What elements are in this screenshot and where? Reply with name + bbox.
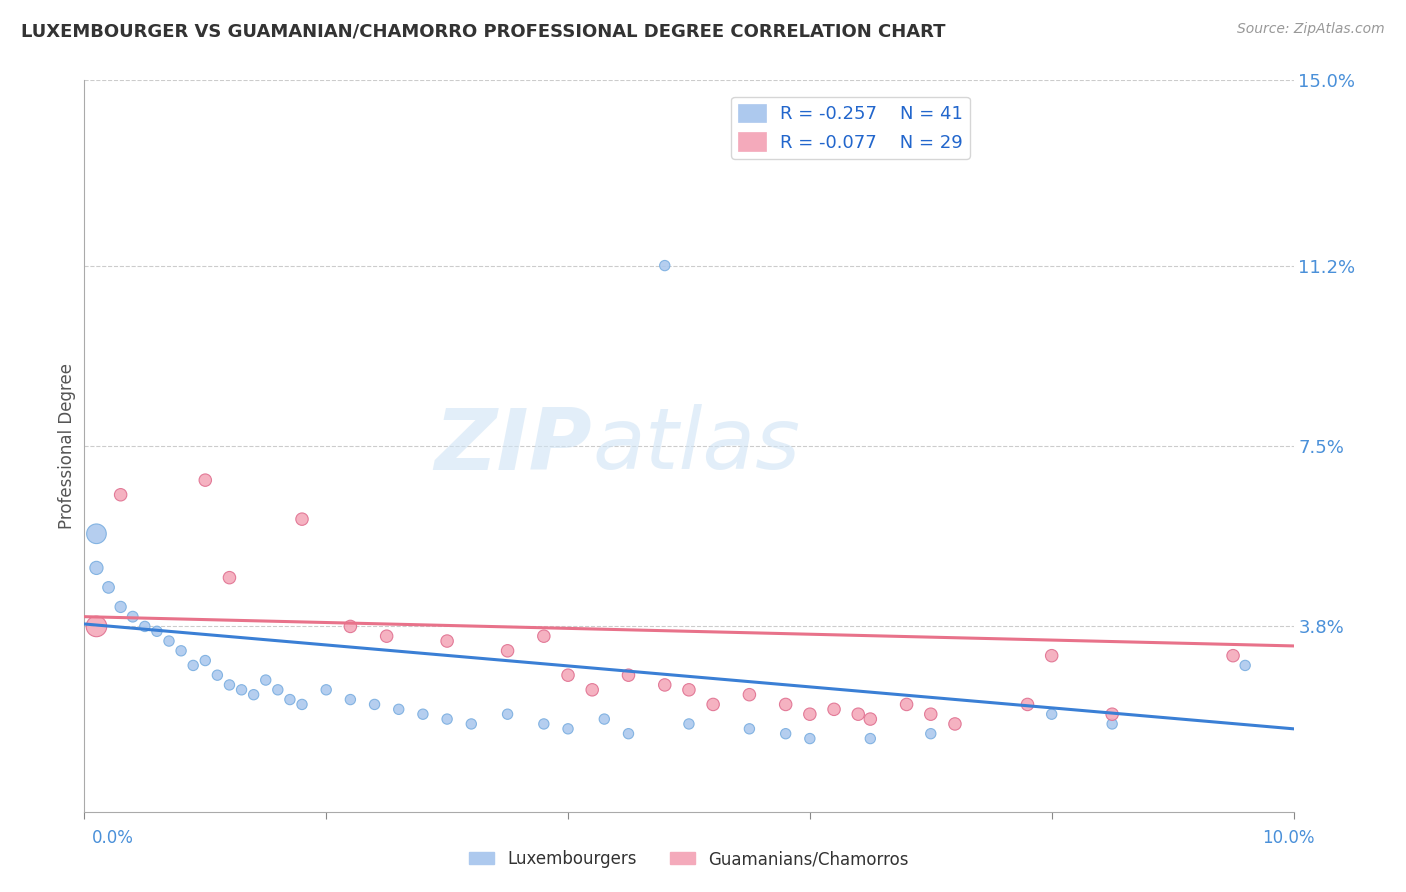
Point <box>254 673 277 687</box>
Y-axis label: Professional Degree: Professional Degree <box>58 363 76 529</box>
Point <box>86 561 108 575</box>
Point <box>375 629 398 643</box>
Point <box>557 668 579 682</box>
Point <box>846 707 869 722</box>
Point <box>654 678 676 692</box>
Point <box>134 619 156 633</box>
Point <box>339 692 361 706</box>
Point <box>533 629 555 643</box>
Point <box>920 727 942 741</box>
Point <box>1040 648 1063 663</box>
Point <box>581 682 603 697</box>
Point <box>436 634 458 648</box>
Point <box>291 512 314 526</box>
Point <box>207 668 229 682</box>
Point <box>86 526 108 541</box>
Legend: Luxembourgers, Guamanians/Chamorros: Luxembourgers, Guamanians/Chamorros <box>463 844 915 875</box>
Text: 0.0%: 0.0% <box>91 829 134 847</box>
Point <box>823 702 845 716</box>
Point <box>218 571 240 585</box>
Point <box>242 688 264 702</box>
Point <box>157 634 180 648</box>
Point <box>110 488 132 502</box>
Point <box>859 731 882 746</box>
Point <box>110 599 132 614</box>
Point <box>1234 658 1257 673</box>
Point <box>388 702 411 716</box>
Point <box>738 688 761 702</box>
Point <box>617 727 640 741</box>
Point <box>593 712 616 726</box>
Point <box>859 712 882 726</box>
Text: LUXEMBOURGER VS GUAMANIAN/CHAMORRO PROFESSIONAL DEGREE CORRELATION CHART: LUXEMBOURGER VS GUAMANIAN/CHAMORRO PROFE… <box>21 22 946 40</box>
Point <box>339 619 361 633</box>
Point <box>496 644 519 658</box>
Point <box>702 698 724 712</box>
Point <box>1017 698 1039 712</box>
Point <box>436 712 458 726</box>
Legend: R = -0.257    N = 41, R = -0.077    N = 29: R = -0.257 N = 41, R = -0.077 N = 29 <box>731 96 970 159</box>
Point <box>654 259 676 273</box>
Point <box>738 722 761 736</box>
Point <box>412 707 434 722</box>
Point <box>181 658 204 673</box>
Text: 10.0%: 10.0% <box>1263 829 1315 847</box>
Point <box>267 682 290 697</box>
Point <box>943 717 966 731</box>
Point <box>194 473 217 487</box>
Point <box>460 717 482 731</box>
Point <box>97 581 120 595</box>
Point <box>1101 717 1123 731</box>
Point <box>1101 707 1123 722</box>
Text: Source: ZipAtlas.com: Source: ZipAtlas.com <box>1237 22 1385 37</box>
Point <box>678 717 700 731</box>
Point <box>146 624 169 639</box>
Point <box>496 707 519 722</box>
Point <box>291 698 314 712</box>
Point <box>920 707 942 722</box>
Point <box>170 644 193 658</box>
Point <box>896 698 918 712</box>
Point <box>678 682 700 697</box>
Point <box>231 682 253 697</box>
Point <box>218 678 240 692</box>
Point <box>557 722 579 736</box>
Point <box>1040 707 1063 722</box>
Text: ZIP: ZIP <box>434 404 592 488</box>
Text: atlas: atlas <box>592 404 800 488</box>
Point <box>121 609 143 624</box>
Point <box>315 682 337 697</box>
Point <box>1222 648 1244 663</box>
Point <box>86 619 108 633</box>
Point <box>278 692 301 706</box>
Point <box>799 707 821 722</box>
Point <box>775 698 797 712</box>
Point <box>799 731 821 746</box>
Point <box>194 654 217 668</box>
Point <box>617 668 640 682</box>
Point <box>775 727 797 741</box>
Point <box>533 717 555 731</box>
Point <box>363 698 385 712</box>
